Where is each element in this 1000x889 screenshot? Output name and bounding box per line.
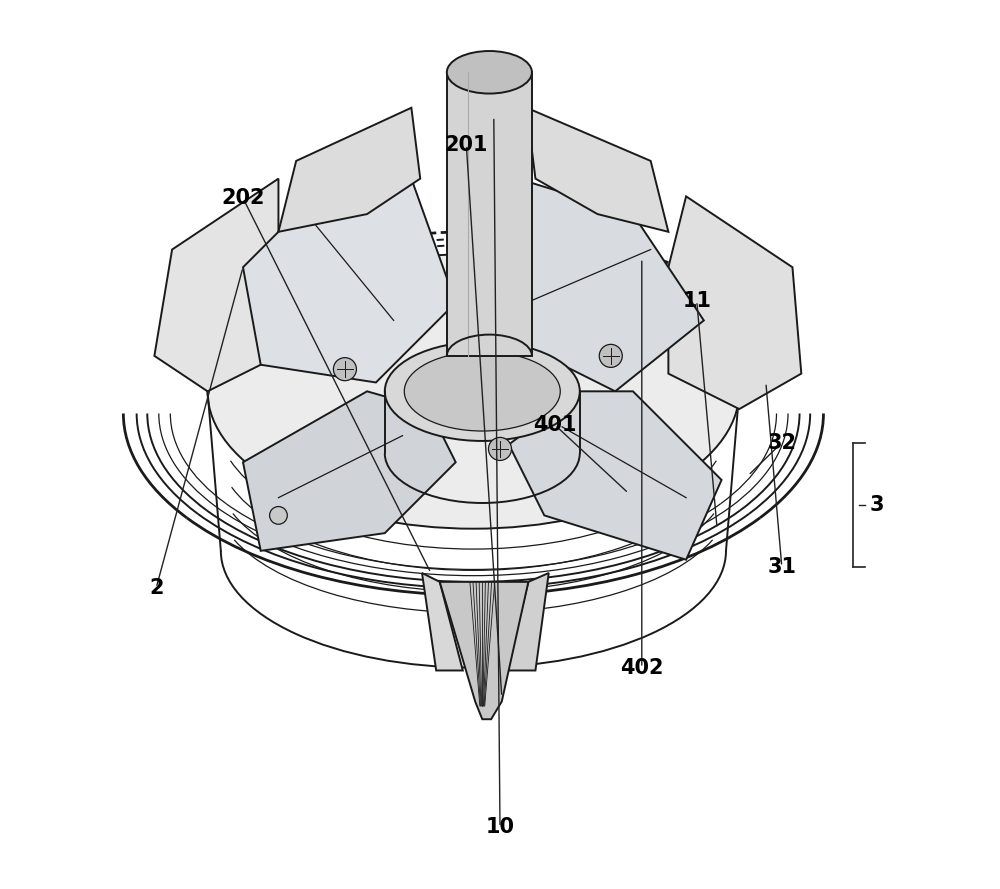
Text: 402: 402 xyxy=(620,658,664,677)
Ellipse shape xyxy=(208,254,739,529)
Polygon shape xyxy=(507,573,549,670)
Text: 10: 10 xyxy=(486,817,514,837)
Polygon shape xyxy=(243,391,456,551)
Polygon shape xyxy=(278,108,420,232)
Circle shape xyxy=(488,437,512,461)
Polygon shape xyxy=(473,179,704,391)
Circle shape xyxy=(599,344,622,367)
Text: 3: 3 xyxy=(869,495,884,515)
Text: 11: 11 xyxy=(682,291,711,311)
Text: 201: 201 xyxy=(445,135,488,155)
Polygon shape xyxy=(440,582,528,719)
Polygon shape xyxy=(447,72,532,356)
Ellipse shape xyxy=(385,341,580,441)
Circle shape xyxy=(270,507,287,525)
Text: 202: 202 xyxy=(221,188,265,208)
Text: 401: 401 xyxy=(533,415,577,435)
Text: 32: 32 xyxy=(767,433,796,453)
Polygon shape xyxy=(668,196,801,409)
Polygon shape xyxy=(243,179,456,382)
Polygon shape xyxy=(509,391,722,560)
Polygon shape xyxy=(527,108,668,232)
Polygon shape xyxy=(422,573,463,670)
Ellipse shape xyxy=(447,51,532,93)
Ellipse shape xyxy=(404,352,560,431)
Text: 31: 31 xyxy=(767,557,796,577)
Text: 2: 2 xyxy=(149,578,163,598)
Polygon shape xyxy=(154,179,278,391)
Circle shape xyxy=(333,357,356,380)
